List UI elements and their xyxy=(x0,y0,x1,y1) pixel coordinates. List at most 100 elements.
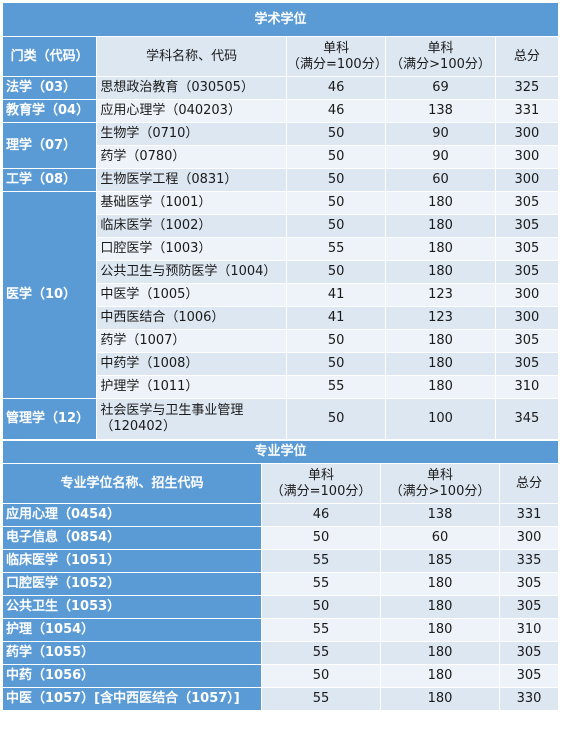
total-cell: 305 xyxy=(495,330,558,352)
header-subject: 学科名称、代码 xyxy=(97,37,286,76)
category-cell: 工学（08） xyxy=(3,169,97,191)
single-100-cell: 50 xyxy=(262,596,380,618)
subject-cell: 生物医学工程（0831） xyxy=(97,169,286,191)
single-100-cell: 50 xyxy=(262,527,380,549)
single-over-100-cell: 180 xyxy=(386,330,495,352)
total-cell: 305 xyxy=(500,665,559,687)
total-cell: 300 xyxy=(495,146,558,168)
total-cell: 331 xyxy=(495,100,558,122)
table-row: 电子信息（0854） 50 60 300 xyxy=(3,527,559,549)
single-100-cell: 55 xyxy=(286,238,386,260)
table-row: 临床医学（1051） 55 185 335 xyxy=(3,550,559,572)
single-100-cell: 50 xyxy=(286,123,386,145)
subject-cell: 中医学（1005） xyxy=(97,284,286,306)
single-over-100-cell: 138 xyxy=(381,504,499,526)
table-row: 医学（10） 基础医学（1001） 50 180 305 xyxy=(3,192,558,398)
table-row: 护理学（1011） 55 180 310 xyxy=(3,376,558,398)
pro-name-cell: 电子信息（0854） xyxy=(3,527,261,549)
single-100-cell: 50 xyxy=(286,261,386,283)
subject-cell: 社会医学与卫生事业管理 （120402） xyxy=(97,399,286,439)
header-category: 门类（代码） xyxy=(3,37,97,76)
total-cell: 305 xyxy=(495,238,558,260)
total-cell: 300 xyxy=(500,527,559,549)
single-100-cell: 50 xyxy=(286,215,386,237)
table-row: 管理学（12） 社会医学与卫生事业管理 （120402） 50 100 345 xyxy=(3,399,558,439)
single-100-cell: 55 xyxy=(262,619,380,641)
professional-table: 专业学位 专业学位名称、招生代码 单科 （满分=100分） 单科 （满分>100… xyxy=(2,440,560,711)
academic-table: 学术学位 门类（代码） 学科名称、代码 单科 （满分=100分） 单科 （满分>… xyxy=(2,2,559,440)
subject-cell: 药学（1007） xyxy=(97,330,286,352)
header-pro-single-100: 单科 （满分=100分） xyxy=(262,464,380,503)
table-row: 护理（1054） 55 180 310 xyxy=(3,619,559,641)
single-100-cell: 50 xyxy=(286,330,386,352)
category-cell: 医学（10） xyxy=(3,192,97,398)
single-over-100-cell: 180 xyxy=(386,215,495,237)
total-cell: 335 xyxy=(500,550,559,572)
single-100-cell: 46 xyxy=(262,504,380,526)
subject-cell: 口腔医学（1003） xyxy=(97,238,286,260)
subject-cell: 思想政治教育（030505） xyxy=(97,77,286,99)
header-single-over-100: 单科 （满分>100分） xyxy=(386,37,495,76)
single-100-cell: 41 xyxy=(286,307,386,329)
single-100-cell: 46 xyxy=(286,77,386,99)
single-100-cell: 55 xyxy=(262,642,380,664)
pro-name-cell: 公共卫生（1053） xyxy=(3,596,261,618)
single-over-100-cell: 180 xyxy=(386,376,495,398)
header-total: 总分 xyxy=(495,37,558,76)
header-pro-name: 专业学位名称、招生代码 xyxy=(3,464,261,503)
category-cell: 法学（03） xyxy=(3,77,97,99)
score-tables: 学术学位 门类（代码） 学科名称、代码 单科 （满分=100分） 单科 （满分>… xyxy=(2,2,560,711)
total-cell: 305 xyxy=(500,642,559,664)
single-100-cell: 50 xyxy=(286,353,386,375)
table-row: 中药（1056） 50 180 305 xyxy=(3,665,559,687)
pro-name-cell: 临床医学（1051） xyxy=(3,550,261,572)
total-cell: 305 xyxy=(500,596,559,618)
total-cell: 331 xyxy=(500,504,559,526)
table-row: 中医（1057）[含中西医结合（1057）] 55 180 330 xyxy=(3,688,559,710)
subject-cell: 应用心理学（040203） xyxy=(97,100,286,122)
single-over-100-cell: 60 xyxy=(386,169,495,191)
single-over-100-cell: 90 xyxy=(386,146,495,168)
single-over-100-cell: 69 xyxy=(386,77,495,99)
total-cell: 300 xyxy=(495,123,558,145)
single-100-cell: 55 xyxy=(262,573,380,595)
single-100-cell: 50 xyxy=(286,192,386,214)
single-over-100-cell: 60 xyxy=(381,527,499,549)
single-100-cell: 46 xyxy=(286,100,386,122)
single-over-100-cell: 100 xyxy=(386,399,495,439)
category-cell: 教育学（04） xyxy=(3,100,97,122)
subject-cell: 临床医学（1002） xyxy=(97,215,286,237)
pro-name-cell: 中药（1056） xyxy=(3,665,261,687)
table-row: 教育学（04） 应用心理学（040203） 46 138 331 xyxy=(3,100,558,122)
header-single-100: 单科 （满分=100分） xyxy=(286,37,388,76)
total-cell: 305 xyxy=(495,215,558,237)
table-row: 药学（0780） 50 90 300 xyxy=(3,146,558,168)
single-over-100-cell: 180 xyxy=(386,238,495,260)
total-cell: 310 xyxy=(500,619,559,641)
subject-cell: 基础医学（1001） xyxy=(97,192,286,214)
total-cell: 305 xyxy=(495,261,558,283)
single-over-100-cell: 185 xyxy=(381,550,499,572)
single-100-cell: 50 xyxy=(286,399,386,439)
header-pro-total: 总分 xyxy=(500,464,559,503)
table-row: 工学（08） 生物医学工程（0831） 50 60 300 xyxy=(3,169,558,191)
total-cell: 345 xyxy=(495,399,558,439)
single-over-100-cell: 180 xyxy=(386,261,495,283)
single-over-100-cell: 123 xyxy=(386,284,495,306)
subject-cell: 护理学（1011） xyxy=(97,376,286,398)
total-cell: 305 xyxy=(500,573,559,595)
table-row: 药学（1055） 55 180 305 xyxy=(3,642,559,664)
table-row: 中医学（1005） 41 123 300 xyxy=(3,284,558,306)
total-cell: 305 xyxy=(495,353,558,375)
single-100-cell: 50 xyxy=(262,665,380,687)
single-over-100-cell: 180 xyxy=(386,192,495,214)
pro-name-cell: 口腔医学（1052） xyxy=(3,573,261,595)
total-cell: 325 xyxy=(495,77,558,99)
header-pro-single-over-100: 单科 （满分>100分） xyxy=(381,464,499,503)
pro-name-cell: 护理（1054） xyxy=(3,619,261,641)
single-100-cell: 50 xyxy=(286,146,386,168)
single-100-cell: 55 xyxy=(262,688,380,710)
table-row: 中西医结合（1006） 41 123 300 xyxy=(3,307,558,329)
pro-name-cell: 药学（1055） xyxy=(3,642,261,664)
table-row: 口腔医学（1003） 55 180 305 xyxy=(3,238,558,260)
